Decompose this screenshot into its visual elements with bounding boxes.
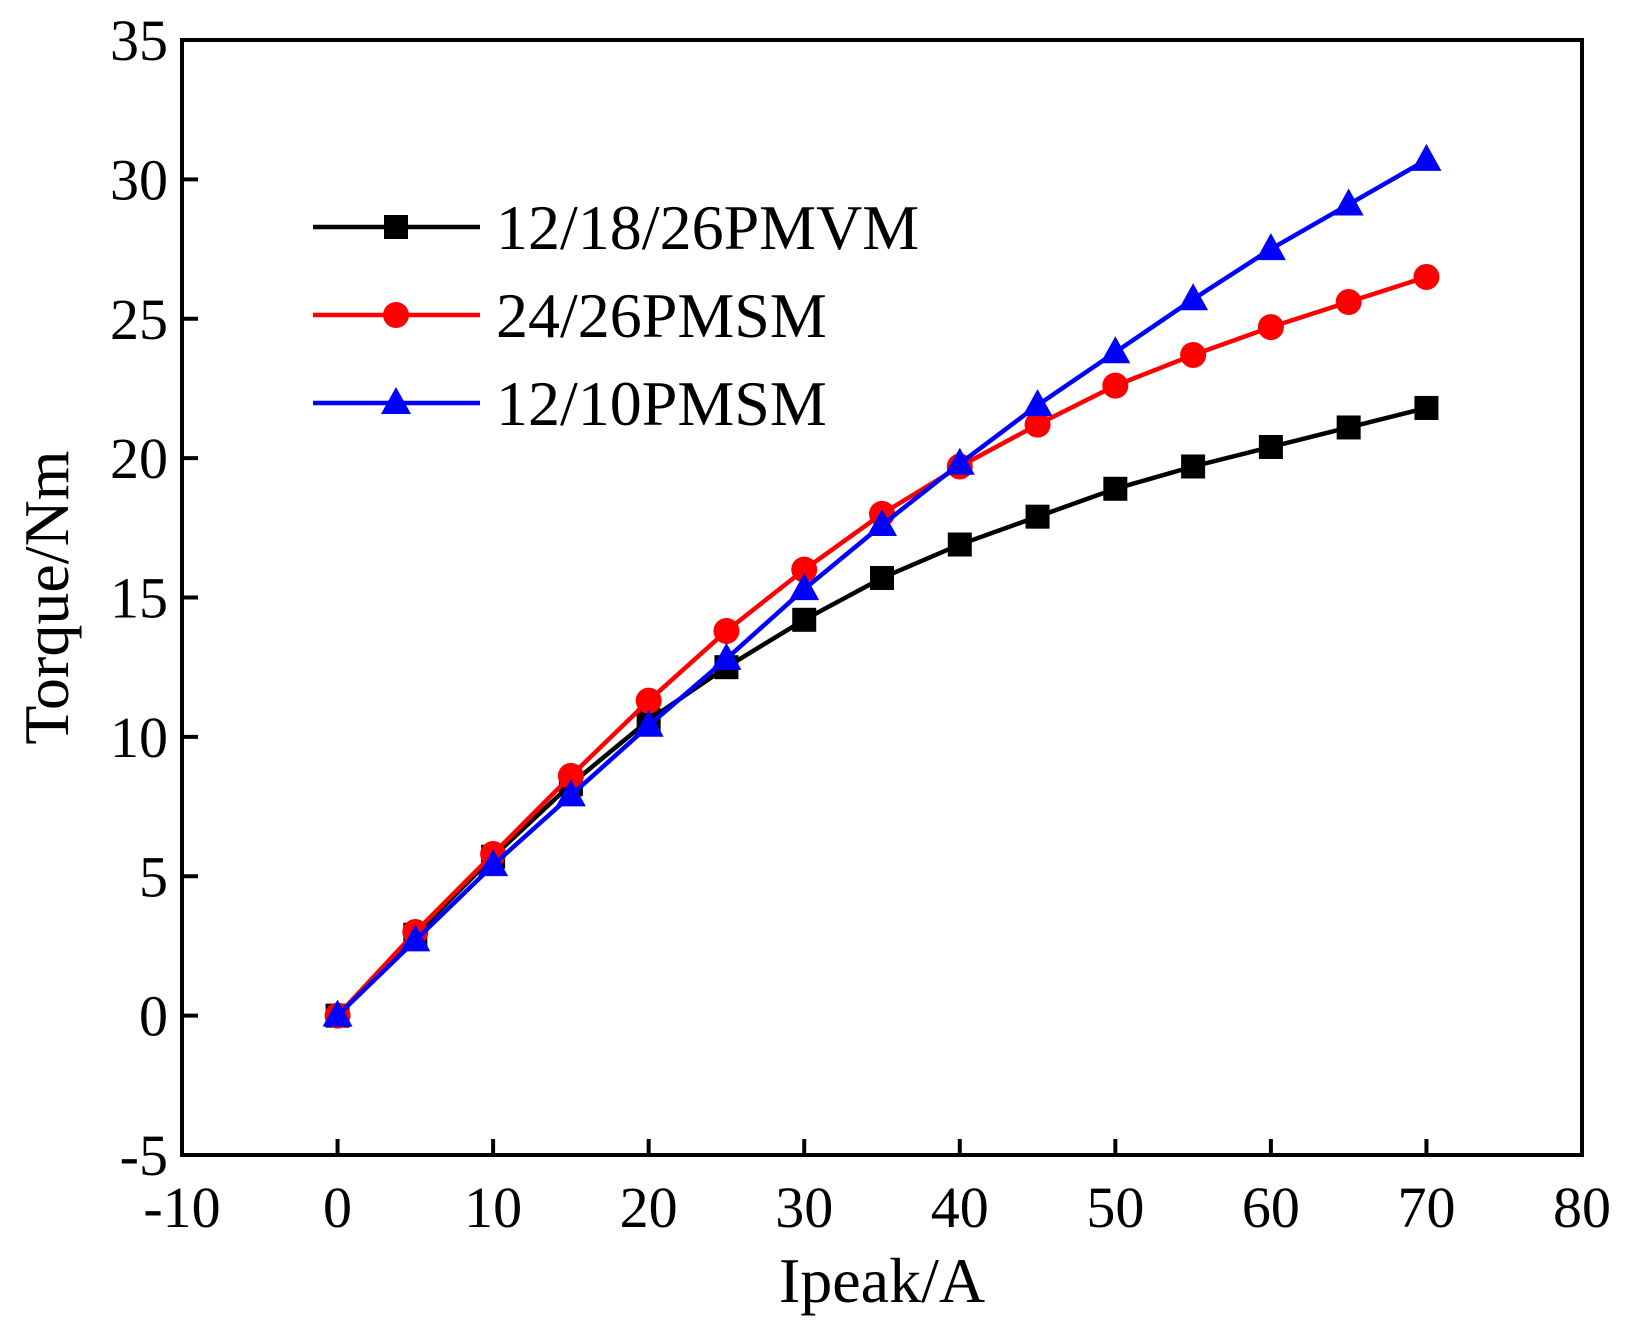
x-tick-label: 60: [1242, 1175, 1300, 1240]
data-point: [792, 607, 817, 632]
x-tick-label: -10: [143, 1175, 220, 1240]
legend-item: 12/10PMSM: [313, 368, 827, 439]
data-point: [1333, 188, 1364, 216]
series-0: [325, 395, 1439, 1028]
x-tick-label: 80: [1553, 1175, 1611, 1240]
data-point: [1258, 434, 1283, 459]
y-tick-label: -5: [120, 1123, 168, 1188]
data-point: [555, 779, 586, 807]
y-axis-title: Torque/Nm: [11, 450, 82, 744]
y-tick-label: 10: [110, 705, 168, 770]
legend-marker-1: [383, 302, 409, 328]
series-line: [335, 405, 1427, 1018]
x-tick-label: 20: [620, 1175, 678, 1240]
data-point: [1335, 289, 1362, 316]
legend-label-0: 12/18/26PMVM: [496, 192, 919, 263]
data-point: [867, 509, 897, 537]
data-point: [1178, 283, 1209, 311]
y-tick-label: 15: [110, 566, 168, 631]
data-point: [1024, 411, 1051, 438]
data-point: [1180, 341, 1207, 368]
y-tick-label: 25: [110, 287, 168, 352]
x-axis-ticks: -10 0 10 20 30 40 50 60 70 80: [143, 1139, 1611, 1240]
x-tick-label: 10: [464, 1175, 522, 1240]
data-point: [711, 642, 742, 670]
series-1: [324, 263, 1440, 1029]
data-point: [789, 573, 820, 601]
data-point: [1102, 372, 1129, 399]
data-point: [1411, 143, 1442, 171]
legend: 12/18/26PMVM 24/26PMSM 12/10PMSM: [313, 192, 919, 439]
series-layer: [322, 143, 1442, 1029]
data-point: [1100, 336, 1131, 364]
legend-marker-2: [381, 387, 411, 414]
data-point: [1181, 454, 1206, 479]
legend-marker-shape: [384, 215, 408, 239]
data-point: [1414, 395, 1439, 420]
x-tick-label: 0: [323, 1175, 352, 1240]
data-point: [400, 924, 431, 952]
data-point: [944, 447, 975, 475]
series-2: [322, 143, 1442, 1027]
y-tick-label: 0: [139, 984, 168, 1049]
data-point: [1103, 476, 1128, 501]
legend-marker-shape: [381, 387, 411, 414]
y-axis-ticks: -5 0 5 10 15 20 25 30 35: [110, 8, 198, 1188]
data-point: [713, 617, 740, 644]
data-point: [1336, 415, 1361, 440]
data-point: [1022, 389, 1053, 417]
x-axis-title: Ipeak/A: [779, 1245, 985, 1316]
data-point: [633, 709, 664, 737]
y-tick-label: 30: [110, 147, 168, 212]
data-point: [791, 556, 818, 583]
legend-item: 24/26PMSM: [313, 280, 827, 351]
legend-label-2: 12/10PMSM: [496, 368, 827, 439]
y-tick-label: 5: [139, 844, 168, 909]
data-point: [1025, 504, 1050, 529]
legend-label-1: 24/26PMSM: [496, 280, 827, 351]
x-tick-label: 70: [1397, 1175, 1455, 1240]
x-tick-label: 30: [775, 1175, 833, 1240]
data-point: [478, 849, 509, 877]
legend-marker-0: [384, 215, 408, 239]
legend-marker-shape: [383, 302, 409, 328]
data-point: [870, 565, 894, 590]
x-tick-label: 50: [1086, 1175, 1144, 1240]
data-point: [1257, 314, 1284, 341]
x-tick-label: 40: [931, 1175, 989, 1240]
plot-frame: [180, 38, 1584, 1157]
legend-item: 12/18/26PMVM: [313, 192, 919, 263]
y-tick-label: 35: [110, 8, 168, 73]
data-point: [635, 687, 662, 714]
data-point: [322, 999, 353, 1027]
data-point: [1413, 263, 1440, 290]
data-point: [1255, 233, 1286, 261]
data-point: [557, 762, 584, 789]
data-point: [947, 532, 972, 557]
y-tick-label: 20: [110, 426, 168, 491]
